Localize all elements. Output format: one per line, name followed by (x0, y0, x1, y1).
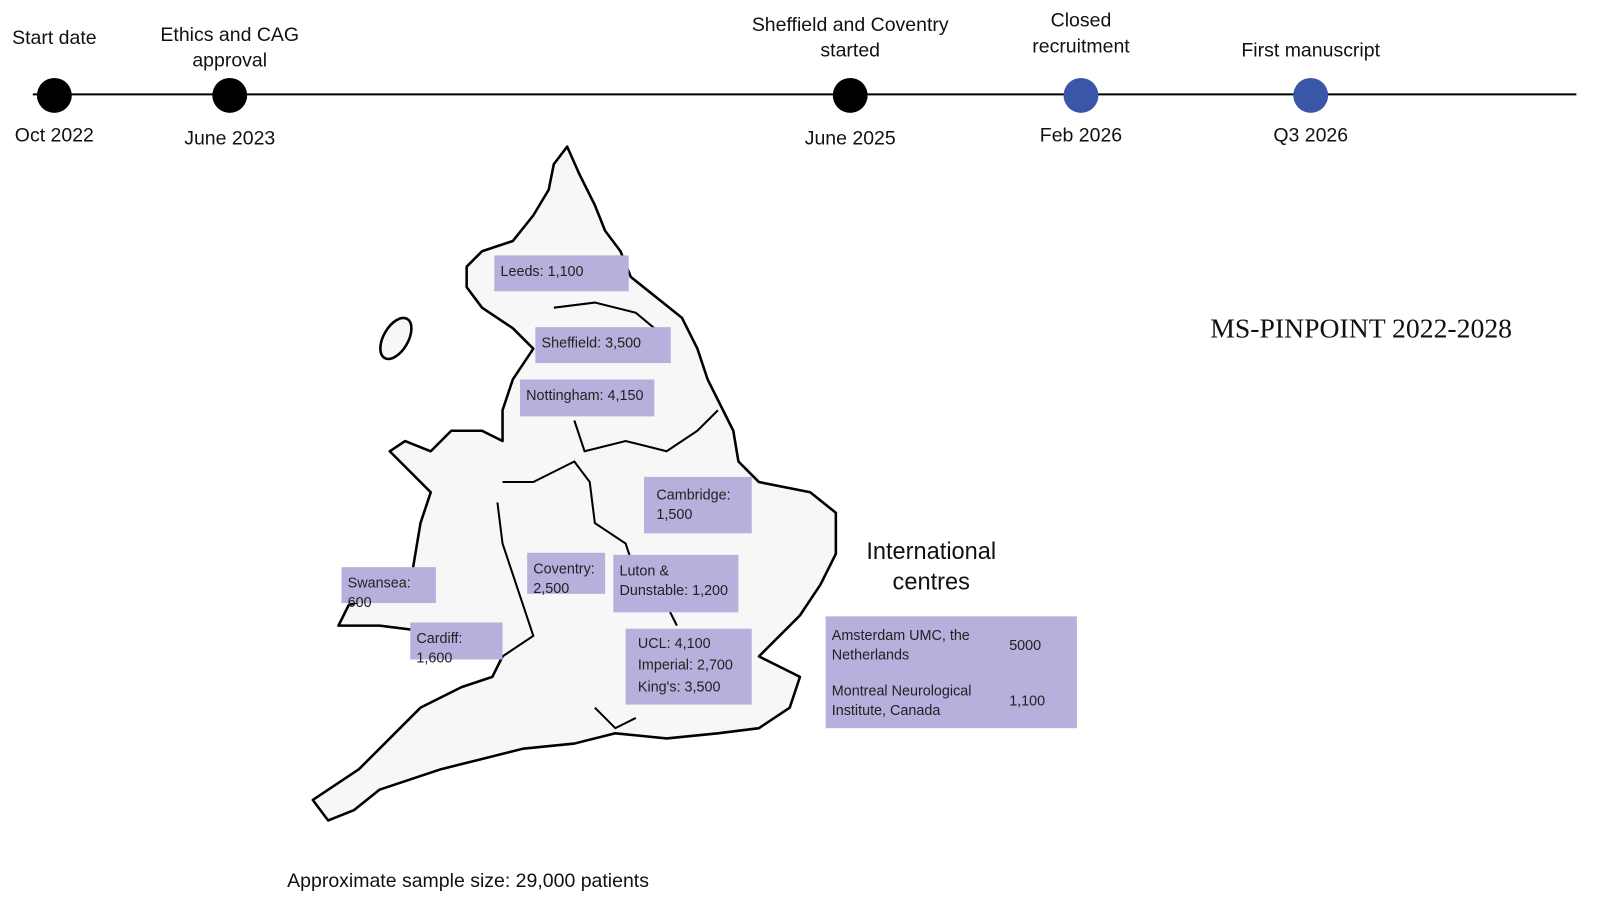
event-label: First manuscript (1241, 39, 1381, 62)
isle-of-man (379, 316, 413, 361)
site-label: Cambridge: 1,500 (644, 476, 752, 534)
centre-row: Montreal Neurological Institute, Canada 1… (832, 681, 1071, 720)
event-label: Start date (12, 27, 97, 50)
london-box: UCL: 4,100 Imperial: 2,700 King's: 3,500 (625, 628, 752, 705)
region-border (594, 706, 637, 730)
centre-name: Amsterdam UMC, the Netherlands (831, 626, 970, 663)
event-label: Ethics and CAG approval (160, 24, 300, 72)
centre-value: 5000 (1009, 636, 1042, 654)
event-date: June 2023 (184, 128, 276, 150)
london-site: King's: 3,500 (637, 677, 721, 695)
footer: Approximate sample size: 29,000 patients (287, 870, 649, 893)
timeline-dot (1293, 77, 1329, 113)
international-box: Amsterdam UMC, the Netherlands 5000 Montre… (825, 616, 1077, 729)
centre-value: 1,100 (1009, 692, 1046, 709)
event-label: Closed recruitment (1032, 10, 1130, 58)
event-date: Q3 2026 (1273, 125, 1349, 147)
title: MS-PINPOINT 2022-2028 (1210, 312, 1513, 344)
site-label: Coventry: 2,500 (527, 552, 606, 596)
region-border (553, 301, 668, 340)
centre-row: Amsterdam UMC, the Netherlands 5000 (832, 626, 1071, 665)
international-heading: International centres (866, 537, 997, 595)
event-date: Oct 2022 (14, 125, 94, 147)
event-date: June 2025 (804, 128, 896, 150)
site-label: Sheffield: 3,500 (535, 327, 671, 364)
event-date: Feb 2026 (1039, 125, 1123, 147)
site-label: Leeds: 1,100 (494, 255, 629, 292)
centre-name: Montreal Neurological Institute, Canada (831, 682, 972, 718)
region-border (573, 409, 719, 453)
timeline-dots (36, 77, 1329, 113)
london-site: UCL: 4,100 (637, 634, 711, 652)
site-label: Nottingham: 4,150 (519, 379, 655, 417)
timeline-dot (212, 77, 248, 113)
site-label: Swansea: 600 (341, 567, 436, 610)
site-label: Cardiff: 1,600 (410, 622, 503, 666)
timeline-dot (832, 77, 868, 113)
timeline-dot (36, 77, 72, 113)
site-label: Luton & Dunstable: 1,200 (613, 554, 739, 613)
london-site: Imperial: 2,700 (637, 656, 733, 673)
timeline-dot (1063, 77, 1099, 113)
event-label: Sheffield and Coventry started (751, 14, 949, 62)
region-border (496, 502, 535, 658)
map-outline (311, 145, 838, 822)
